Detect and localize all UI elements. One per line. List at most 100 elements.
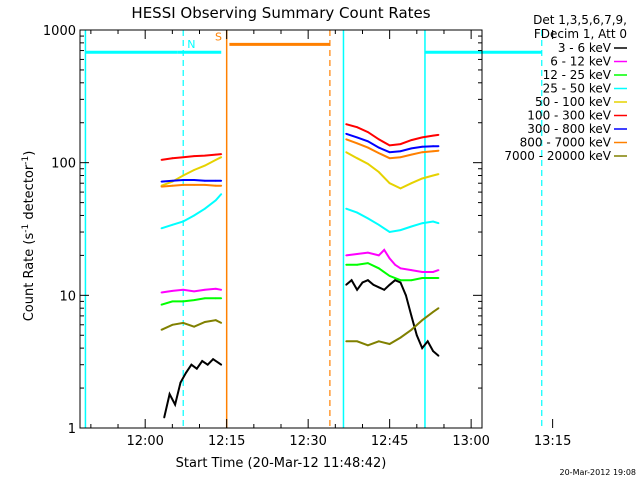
x-tick-label: 12:00	[126, 434, 163, 449]
data-point-100-300-kev	[193, 155, 196, 158]
data-point-6-12-kev	[345, 254, 348, 257]
data-point-100-300-kev	[437, 134, 440, 136]
data-point-50-100-kev	[345, 151, 348, 154]
data-point-50-100-kev	[367, 162, 369, 165]
series-line-800-7000-kev	[345, 138, 439, 160]
data-point-25-50-kev	[437, 222, 440, 225]
data-point-25-50-kev	[399, 229, 402, 232]
data-point-50-100-kev	[220, 156, 223, 159]
data-point-50-100-kev	[421, 177, 424, 180]
data-point-3-6-kev	[437, 354, 440, 357]
data-point-100-300-kev	[171, 157, 174, 160]
y-label-sup1: -1	[21, 224, 31, 233]
y-label-mid: detector	[22, 164, 37, 224]
series-line-50-100-kev	[345, 151, 439, 190]
data-point-25-50-kev	[421, 222, 424, 225]
data-point-300-800-kev	[356, 136, 358, 139]
svg-text:Count Rate (s-1 detector-1): Count Rate (s-1 detector-1)	[21, 151, 37, 322]
data-point-100-300-kev	[214, 153, 217, 156]
data-point-7000-20000-kev	[421, 319, 424, 322]
data-point-7000-20000-kev	[204, 321, 206, 323]
data-point-3-6-kev	[361, 281, 364, 284]
legend-entry-label: 12 - 25 keV	[543, 68, 612, 82]
x-tick-label: 12:30	[289, 434, 326, 449]
x-axis-label: Start Time (20-Mar-12 11:48:42)	[176, 456, 387, 471]
legend-entry-label: 100 - 300 keV	[527, 109, 611, 123]
legend-entry-label: 300 - 800 keV	[527, 122, 611, 136]
data-point-50-100-kev	[214, 159, 217, 161]
x-tick-label: 12:15	[208, 434, 245, 449]
data-point-12-25-kev	[220, 297, 223, 300]
data-point-3-6-kev	[432, 350, 434, 352]
data-point-50-100-kev	[182, 174, 185, 177]
data-point-3-6-kev	[185, 372, 187, 374]
data-point-3-6-kev	[163, 416, 166, 419]
data-point-800-7000-kev	[220, 184, 223, 187]
data-point-3-6-kev	[383, 288, 386, 291]
data-point-100-300-kev	[377, 138, 380, 141]
data-point-300-800-kev	[367, 140, 369, 143]
data-point-100-300-kev	[182, 156, 185, 159]
data-point-12-25-kev	[399, 279, 402, 282]
series-line-12-25-kev	[346, 262, 439, 282]
data-point-7000-20000-kev	[345, 340, 348, 343]
data-point-800-7000-kev	[356, 142, 358, 145]
data-point-25-50-kev	[367, 217, 369, 220]
data-point-3-6-kev	[350, 279, 353, 282]
data-point-6-12-kev	[160, 291, 163, 294]
data-point-3-6-kev	[201, 360, 204, 362]
legend: Det 1,3,5,6,7,9, FDecim 1, Att 0 3 - 6 k…	[504, 13, 627, 163]
data-point-6-12-kev	[377, 254, 380, 257]
data-point-100-300-kev	[410, 139, 413, 142]
data-point-7000-20000-kev	[220, 322, 223, 324]
data-point-25-50-kev	[388, 231, 391, 233]
series-line-800-7000-kev	[161, 183, 222, 188]
data-point-12-25-kev	[214, 297, 217, 300]
data-point-7000-20000-kev	[367, 344, 369, 347]
series-line-3-6-kev	[345, 278, 440, 357]
series-line-3-6-kev	[163, 357, 222, 418]
data-point-7000-20000-kev	[356, 340, 358, 343]
series-line-12-25-kev	[161, 297, 222, 306]
data-point-25-50-kev	[410, 225, 413, 228]
data-point-300-800-kev	[421, 145, 424, 148]
footer-date: 20-Mar-2012 19:08	[560, 468, 637, 477]
data-point-7000-20000-kev	[182, 322, 185, 324]
data-point-300-800-kev	[437, 145, 440, 148]
data-point-3-6-kev	[212, 358, 215, 361]
data-point-7000-20000-kev	[193, 325, 196, 328]
data-point-50-100-kev	[377, 171, 380, 173]
data-point-3-6-kev	[367, 279, 369, 282]
data-point-300-800-kev	[388, 151, 391, 154]
data-point-3-6-kev	[168, 393, 171, 395]
data-point-800-7000-kev	[171, 184, 174, 187]
legend-entry-label: 6 - 12 keV	[550, 55, 612, 69]
data-point-6-12-kev	[437, 269, 440, 271]
data-point-7000-20000-kev	[171, 323, 174, 326]
legend-entry-label: 50 - 100 keV	[535, 95, 612, 109]
data-point-3-6-kev	[206, 363, 209, 366]
y-label-sup2: -1	[21, 156, 31, 165]
data-point-800-7000-kev	[182, 184, 185, 186]
data-point-100-300-kev	[432, 134, 434, 137]
data-point-25-50-kev	[345, 207, 348, 210]
data-point-7000-20000-kev	[160, 328, 163, 331]
data-point-3-6-kev	[174, 403, 177, 406]
data-point-25-50-kev	[204, 207, 206, 210]
data-point-50-100-kev	[193, 169, 196, 171]
y-tick-label: 1	[68, 422, 76, 437]
data-point-12-25-kev	[182, 300, 185, 303]
data-point-25-50-kev	[356, 211, 358, 214]
data-point-12-25-kev	[377, 267, 380, 270]
data-point-3-6-kev	[217, 361, 220, 364]
data-point-7000-20000-kev	[437, 307, 440, 310]
data-point-3-6-kev	[426, 340, 429, 343]
event-markers: NS	[84, 30, 543, 428]
data-point-6-12-kev	[214, 287, 217, 290]
data-point-6-12-kev	[182, 288, 185, 291]
data-point-7000-20000-kev	[410, 328, 413, 331]
data-point-3-6-kev	[372, 283, 375, 286]
data-point-25-50-kev	[193, 214, 196, 217]
data-point-3-6-kev	[405, 294, 407, 297]
